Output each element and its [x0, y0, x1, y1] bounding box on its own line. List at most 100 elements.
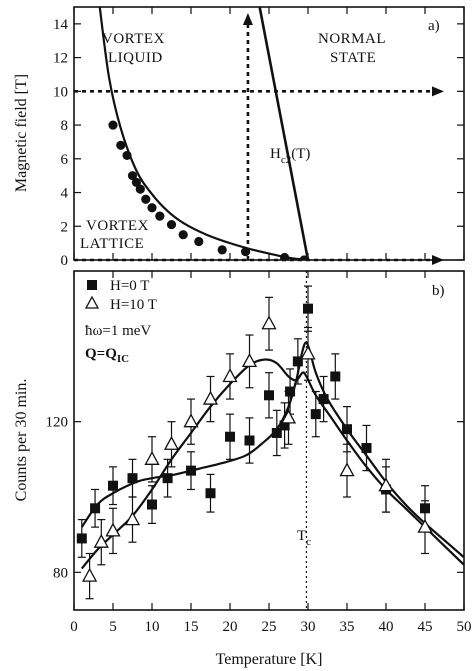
x-tick-label: 30 — [301, 619, 316, 635]
data-point-circle — [127, 171, 138, 181]
data-point-square — [244, 435, 255, 446]
y-tick-label: 12 — [53, 51, 68, 67]
data-point-square — [108, 480, 118, 491]
legend-square-icon — [87, 280, 97, 290]
data-point-circle — [122, 150, 132, 161]
data-point-square — [330, 371, 341, 382]
y-tick-label: 14 — [53, 17, 69, 33]
y-tick-label: 2 — [61, 219, 69, 235]
panel-b-tag: b) — [432, 283, 445, 299]
y-tick-label: 6 — [61, 152, 69, 168]
x-tick-label: 0 — [70, 619, 78, 635]
data-point-triangle — [93, 533, 109, 548]
data-point-circle — [155, 211, 165, 221]
y-tick-label: 4 — [61, 186, 69, 202]
region-normal-line2: STATE — [330, 50, 376, 66]
arrow-right-icon — [432, 255, 444, 265]
data-point-circle — [178, 230, 188, 240]
data-point-square — [279, 420, 290, 431]
data-point-square — [342, 424, 352, 435]
y-tick-label: 10 — [53, 84, 68, 100]
data-point-triangle — [144, 450, 160, 465]
data-point-triangle — [417, 518, 433, 533]
data-point-triangle — [222, 368, 238, 383]
data-point-triangle — [82, 567, 98, 582]
x-tick-label: 45 — [418, 619, 433, 635]
x-tick-labels: 0 5 10 15 20 25 30 35 40 45 50 — [70, 619, 471, 635]
y-tick-label: 80 — [53, 565, 68, 581]
data-point-square — [90, 503, 101, 514]
y-tick-label: 120 — [46, 415, 69, 431]
hc2-label: Hc2(T) — [270, 146, 310, 166]
panel-b-ytick-labels: 80 120 — [46, 415, 69, 582]
data-point-triangle — [202, 390, 219, 405]
energy-label: ħω=1 meV — [85, 323, 151, 339]
x-axis-title: Temperature [K] — [216, 651, 323, 668]
panel-a-data-points — [108, 120, 309, 260]
data-point-circle — [217, 245, 227, 255]
panel-a-ytick-labels: 0 2 4 6 8 10 12 14 — [53, 17, 69, 269]
region-normal-line1: NORMAL — [318, 31, 386, 47]
panel-a-ylabel: Magnetic field [T] — [13, 74, 30, 192]
x-tick-label: 15 — [184, 619, 199, 635]
data-point-square — [292, 356, 303, 367]
data-point-square — [361, 443, 372, 454]
x-tick-label: 10 — [145, 619, 160, 635]
panel-b: 80 120 0 5 10 15 20 25 30 35 40 45 50 Counts per 30… — [13, 270, 472, 668]
region-vortex-liquid-line1: VORTEX — [102, 31, 165, 47]
hc2-line — [258, 7, 310, 260]
q-label: Q=QIC — [85, 346, 129, 365]
panel-a: 0 2 4 6 8 10 12 14 Magnetic field [T] a) VORTEX… — [13, 6, 465, 269]
fit-curve-h10 — [80, 358, 464, 570]
data-point-triangle — [183, 413, 199, 428]
y-tick-label: 0 — [61, 253, 69, 269]
panel-b-ylabel: Counts per 30 min. — [13, 379, 30, 502]
legend: H=0 T H=10 T ħω=1 meV Q=QIC — [84, 278, 157, 365]
data-point-circle — [194, 236, 204, 247]
legend-triangle-icon — [84, 295, 100, 309]
data-point-circle — [147, 203, 157, 213]
panel-b-ticks — [73, 271, 465, 610]
panel-a-fit-curve — [98, 7, 309, 260]
data-point-square — [264, 390, 274, 401]
data-point-circle — [116, 140, 126, 150]
data-point-square — [147, 499, 157, 510]
x-tick-label: 35 — [340, 619, 355, 635]
data-point-square — [318, 394, 329, 405]
x-tick-label: 20 — [223, 619, 238, 635]
data-point-square — [205, 488, 216, 499]
data-point-square — [303, 303, 313, 314]
panel-b-data-points — [76, 285, 433, 600]
data-point-triangle — [339, 462, 355, 477]
legend-label-h10: H=10 T — [110, 297, 157, 313]
data-point-square — [225, 431, 235, 442]
region-vortex-liquid-line2: LIQUID — [108, 50, 163, 66]
data-point-triangle — [163, 435, 180, 450]
data-point-triangle — [261, 315, 277, 330]
data-point-circle — [280, 252, 290, 260]
arrow-right-icon — [432, 86, 444, 97]
data-point-circle — [141, 194, 151, 204]
x-tick-label: 25 — [262, 619, 277, 635]
data-point-square — [127, 473, 138, 484]
data-point-triangle — [105, 522, 121, 537]
data-point-square — [162, 473, 173, 484]
x-tick-label: 5 — [109, 619, 117, 635]
data-point-triangle — [378, 477, 394, 492]
data-point-square — [186, 465, 196, 476]
region-lattice-line2: LATTICE — [80, 236, 144, 252]
data-point-triangle — [280, 409, 297, 424]
arrow-up-icon — [242, 13, 253, 25]
data-point-circle — [135, 184, 145, 194]
tc-label: Tc — [297, 528, 311, 548]
data-point-square — [76, 533, 87, 544]
panel-a-tag: a) — [428, 18, 440, 34]
x-tick-label: 50 — [457, 619, 472, 635]
region-lattice-line1: VORTEX — [86, 218, 149, 234]
data-point-circle — [108, 120, 118, 130]
data-point-triangle — [241, 353, 258, 368]
data-point-square — [310, 409, 321, 420]
data-point-square — [271, 427, 282, 438]
data-point-circle — [166, 219, 177, 230]
